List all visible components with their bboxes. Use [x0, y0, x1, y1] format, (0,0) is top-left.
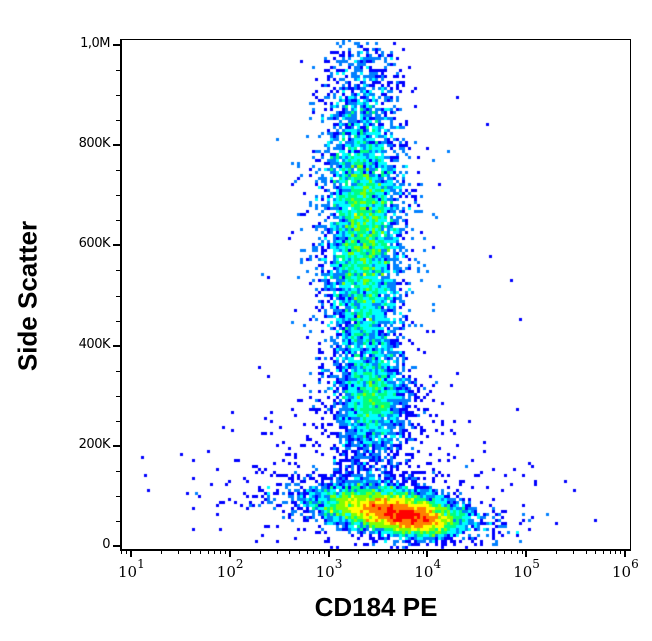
x-minor-tick — [474, 550, 476, 554]
x-major-tick — [130, 550, 132, 557]
x-minor-tick — [504, 550, 506, 554]
x-minor-tick — [496, 550, 498, 554]
y-tick-label: 400K — [78, 336, 111, 352]
y-minor-tick — [116, 220, 120, 222]
x-minor-tick — [595, 550, 597, 554]
x-major-tick — [228, 550, 231, 557]
x-minor-tick — [388, 550, 390, 554]
x-minor-tick — [422, 550, 424, 554]
x-tick-base: 10 — [612, 563, 632, 581]
x-minor-tick — [405, 550, 407, 554]
x-axis-title: CD184 PE — [314, 592, 438, 622]
y-minor-tick — [116, 120, 120, 122]
x-minor-tick — [289, 550, 291, 554]
y-minor-tick — [116, 470, 120, 472]
x-minor-tick — [324, 550, 326, 554]
x-minor-tick — [609, 550, 611, 554]
x-tick-base: 10 — [216, 563, 236, 581]
x-minor-tick — [306, 550, 308, 554]
x-major-tick — [525, 550, 528, 557]
x-minor-tick — [615, 550, 617, 554]
x-minor-tick — [521, 550, 523, 554]
x-tick-exponent: 1 — [137, 557, 145, 571]
y-minor-tick — [116, 320, 120, 322]
x-tick-label: 104 — [414, 557, 442, 581]
y-tick-label: 800K — [78, 136, 111, 152]
x-tick-base: 10 — [513, 563, 533, 581]
y-major-tick — [113, 444, 120, 447]
y-minor-tick — [116, 295, 120, 297]
y-tick-label: 1,0M — [80, 36, 110, 51]
y-minor-tick — [116, 170, 120, 172]
x-minor-tick — [486, 550, 488, 554]
x-tick-base: 10 — [315, 563, 335, 581]
x-major-tick — [327, 550, 330, 557]
y-minor-tick — [116, 395, 120, 397]
x-tick-exponent: 2 — [235, 557, 244, 571]
x-tick-base: 10 — [414, 563, 434, 581]
x-minor-tick — [417, 550, 419, 554]
x-minor-tick — [178, 550, 180, 554]
y-major-tick — [113, 344, 120, 347]
x-minor-tick — [573, 550, 575, 554]
x-minor-tick — [412, 550, 414, 554]
x-minor-tick — [510, 550, 512, 554]
x-major-tick — [624, 550, 626, 557]
y-tick-label: 0 — [102, 537, 110, 552]
x-minor-tick — [585, 550, 587, 554]
x-tick-label: 105 — [513, 557, 540, 581]
y-minor-tick — [116, 420, 120, 422]
x-minor-tick — [160, 550, 162, 554]
x-minor-tick — [214, 550, 216, 554]
x-minor-tick — [190, 550, 192, 554]
y-tick-label: 600K — [78, 236, 111, 252]
x-tick-base: 10 — [118, 563, 138, 581]
x-tick-exponent: 4 — [433, 557, 442, 571]
y-axis-title: Side Scatter — [12, 220, 43, 372]
x-minor-tick — [126, 550, 128, 554]
x-major-tick — [426, 550, 429, 557]
x-minor-tick — [200, 550, 202, 554]
x-minor-tick — [620, 550, 622, 554]
y-major-tick — [113, 244, 120, 247]
x-minor-tick — [220, 550, 222, 554]
y-minor-tick — [116, 195, 120, 197]
x-minor-tick — [603, 550, 605, 554]
x-tick-exponent: 6 — [631, 557, 639, 571]
x-minor-tick — [457, 550, 459, 554]
x-minor-tick — [298, 550, 300, 554]
y-minor-tick — [116, 270, 120, 272]
x-minor-tick — [555, 550, 557, 554]
x-tick-label: 103 — [315, 557, 343, 581]
x-minor-tick — [516, 550, 518, 554]
x-minor-tick — [225, 550, 227, 554]
x-tick-exponent: 3 — [334, 557, 343, 571]
x-tick-label: 106 — [612, 557, 639, 581]
plot-frame — [120, 39, 631, 551]
y-minor-tick — [116, 370, 120, 372]
x-minor-tick — [207, 550, 209, 554]
y-minor-tick — [116, 520, 120, 522]
y-tick-label: 200K — [78, 436, 111, 452]
x-minor-tick — [319, 550, 321, 554]
density-scatter-area — [120, 39, 631, 551]
x-tick-exponent: 5 — [532, 557, 540, 571]
x-tick-label: 101 — [118, 557, 145, 581]
x-minor-tick — [375, 550, 377, 554]
x-minor-tick — [276, 550, 278, 554]
y-major-tick — [113, 44, 120, 46]
x-minor-tick — [259, 550, 261, 554]
y-major-tick — [113, 545, 120, 547]
x-minor-tick — [358, 550, 360, 554]
y-minor-tick — [116, 70, 120, 72]
x-minor-tick — [313, 550, 315, 554]
x-tick-label: 102 — [216, 557, 244, 581]
x-minor-tick — [121, 550, 123, 554]
y-major-tick — [113, 144, 120, 147]
y-minor-tick — [116, 495, 120, 497]
x-minor-tick — [397, 550, 399, 554]
y-minor-tick — [116, 95, 120, 97]
